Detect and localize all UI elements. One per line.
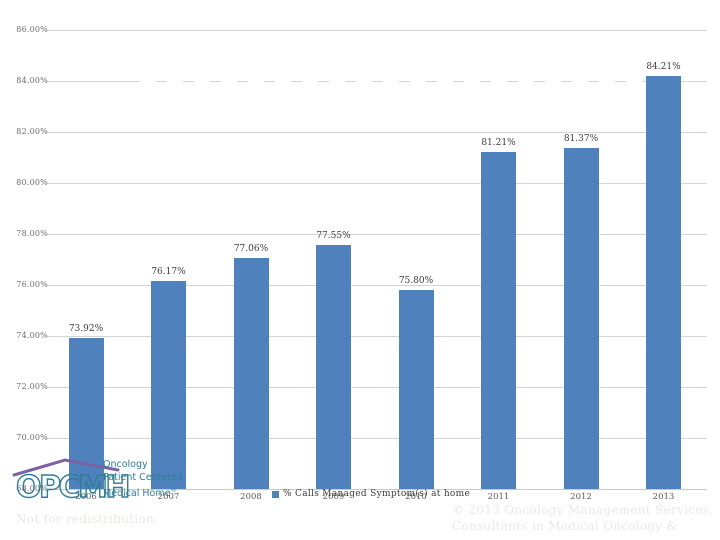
y-axis-tick-label: 78.00% [16,229,48,238]
bar-data-label: 84.21% [646,61,681,72]
y-axis-tick-label: 82.00% [16,127,48,136]
x-axis-line [47,488,707,490]
y-axis-tick-label: 86.00% [16,25,48,34]
opcmh-logo-mark: OPCMH [12,458,132,506]
bar [398,290,434,489]
y-axis-tick-label: 76.00% [16,280,48,289]
copyright-watermark: © 2013 Oncology Management Services, Con… [452,503,713,534]
gridline [47,284,707,286]
x-axis-tick-label: 2013 [652,491,675,502]
opcmh-logo: OPCMH Oncology Patient Centered Medical … [10,452,210,508]
bar [481,152,516,489]
logo-line-3: Medical Home® [103,487,177,500]
bar-data-label: 77.55% [316,231,351,242]
y-axis-tick-label: 74.00% [16,331,48,340]
chart-legend: % Calls Managed Symptom(s) at home [272,489,470,499]
gridline [47,131,707,133]
dashed-gridline-overlay [140,80,645,82]
bar [151,280,186,489]
gridline [47,335,707,337]
y-axis-tick-label: 68.00% [16,484,48,493]
gridline [47,233,707,235]
x-axis-tick-label: 2008 [240,491,262,502]
logo-line-2: Patient Centered [103,472,183,483]
legend-label: % Calls Managed Symptom(s) at home [283,489,471,499]
y-axis-tick-label: 80.00% [16,178,48,187]
gridline [47,182,707,184]
gridline [47,29,707,31]
copyright-line-1: © 2013 Oncology Management Services, [452,503,714,517]
y-axis-tick-label: 70.00% [16,433,48,442]
bar-data-label: 81.37% [563,134,599,145]
legend-swatch [272,491,279,498]
logo-line-1: Oncology [103,459,148,470]
bar-data-label: 81.21% [481,138,516,149]
x-axis-tick-label: 2009 [322,491,345,502]
registered-trademark-icon: ® [170,487,177,494]
x-axis-tick-label: 2006 [75,491,97,502]
gridline [47,437,707,439]
copyright-line-2: Consultants in Medical Oncology & [452,518,678,533]
logo-roof-icon [12,458,120,477]
bar [316,245,351,489]
bar [233,257,269,489]
gridline [47,386,707,388]
not-for-redistribution-watermark: Not for redistribution. [16,512,159,526]
bar [646,75,681,489]
x-axis-tick-label: 2011 [487,491,510,502]
bar-data-label: 77.06% [233,243,269,254]
bar [563,148,599,489]
y-axis-tick-label: 84.00% [16,76,48,85]
x-axis-tick-label: 2010 [405,491,427,502]
y-axis-tick-label: 72.00% [16,382,48,391]
bar-data-label: 75.80% [398,276,434,287]
bar-data-label: 76.17% [151,266,186,277]
x-axis-tick-label: 2012 [570,491,592,502]
x-axis-tick-label: 2007 [157,491,180,502]
bar-data-label: 73.92% [68,324,104,335]
logo-wordmark: Oncology Patient Centered Medical Home® [103,458,183,500]
logo-acronym: OPCMH [16,470,128,505]
